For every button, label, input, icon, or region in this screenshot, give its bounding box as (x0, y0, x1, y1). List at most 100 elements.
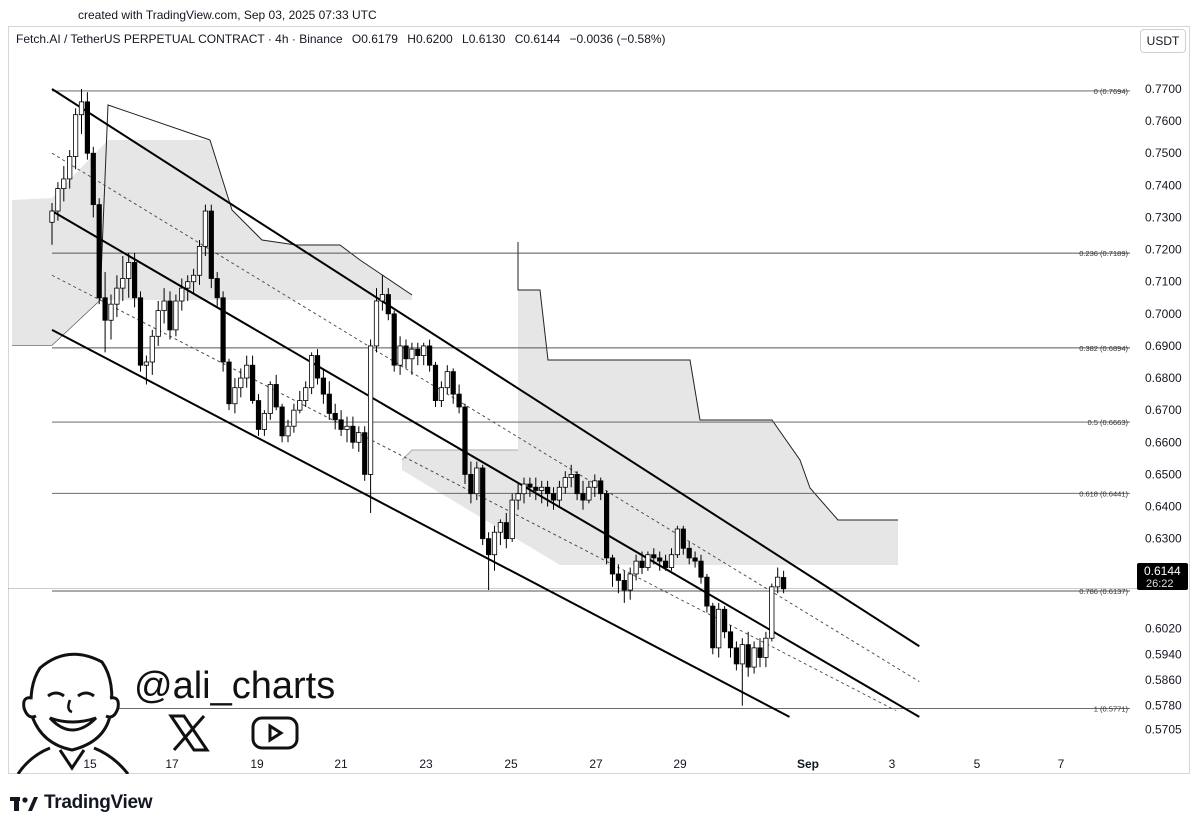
x-tick-label: 23 (419, 757, 433, 771)
candle (727, 625, 734, 658)
candle-body (332, 412, 338, 421)
candle (214, 272, 220, 308)
candle-body (421, 345, 427, 356)
candle-body (763, 637, 769, 658)
candle-body (733, 647, 740, 665)
candle (633, 554, 639, 581)
candle (645, 551, 651, 571)
chart-frame (8, 26, 1190, 774)
candle (196, 239, 203, 285)
fibonacci-levels: 0 (0.7694) 0.236 (0.7189) 0.382 (0.6894) 0.… (8, 87, 1137, 714)
candle-body (131, 262, 138, 299)
candle (120, 256, 126, 301)
candles (49, 89, 787, 706)
candle (592, 474, 598, 497)
candle (751, 641, 757, 674)
candle (261, 410, 268, 436)
candle (438, 381, 445, 407)
candle-body (179, 287, 185, 302)
candle-body (344, 425, 350, 430)
y-tick-label: 0.6700 (1145, 403, 1182, 417)
candle (297, 390, 303, 414)
candle (503, 512, 509, 549)
candle-body (202, 210, 208, 247)
candle-body (745, 644, 751, 668)
x-tick-label: 5 (974, 757, 981, 771)
x-logo-icon[interactable] (168, 714, 210, 752)
candle-body (173, 300, 179, 331)
candle-body (568, 474, 574, 479)
candle (763, 631, 769, 668)
candle (397, 336, 403, 375)
created-with-note: created with TradingView.com, Sep 03, 20… (78, 8, 377, 22)
candle (84, 92, 90, 160)
cloud-edge-line-4 (401, 449, 518, 461)
channel-line[interactable] (51, 210, 920, 718)
candle (73, 108, 79, 170)
candle-body (67, 156, 73, 180)
candle (556, 480, 563, 507)
candle (161, 288, 167, 324)
candle (698, 554, 704, 584)
candle-body (397, 345, 403, 366)
candle (244, 355, 250, 388)
candle-body (769, 586, 775, 639)
candle-body (190, 274, 197, 283)
candle (491, 525, 498, 571)
candle-body (267, 384, 273, 414)
candle (480, 464, 486, 546)
fib-level-label: 0.618 (0.6441) (1079, 489, 1128, 498)
candle (67, 150, 73, 189)
axes: 0.7700 0.7600 0.7500 0.7400 0.7300 0.7200 0.71… (83, 82, 1182, 771)
candle (137, 291, 144, 372)
candle (338, 410, 344, 436)
candle (255, 394, 262, 436)
candle-body (781, 577, 787, 590)
candle (314, 349, 321, 385)
tradingview-logo[interactable]: TradingView (10, 792, 153, 814)
candle-body (556, 486, 563, 501)
candle (391, 310, 397, 372)
candle-body (338, 419, 344, 430)
channel-line[interactable] (51, 88, 920, 648)
candle (226, 358, 232, 411)
candle-body (633, 560, 639, 575)
symbol-header[interactable]: Fetch.AI / TetherUS PERPETUAL CONTRACT ·… (16, 32, 672, 46)
candle-body (550, 493, 557, 501)
candle (609, 554, 616, 587)
candle (686, 541, 692, 565)
fib-level-label: 1 (0.5771) (1094, 705, 1129, 714)
candle-body (367, 345, 374, 475)
candle (350, 416, 356, 449)
candle (90, 146, 96, 218)
x-tick-label: 29 (673, 757, 687, 771)
x-tick-label: 15 (83, 757, 97, 771)
candle (232, 378, 238, 414)
candle (279, 403, 285, 443)
candle (308, 352, 315, 395)
candle (61, 166, 67, 202)
candle-body (621, 580, 627, 591)
candle-body (574, 474, 580, 495)
candle (521, 477, 527, 504)
ohlc-change: −0.0036 (−0.58%) (569, 32, 666, 46)
cloud-band-right (402, 290, 898, 565)
candle-body (533, 486, 539, 491)
channel-line[interactable] (51, 328, 790, 718)
channel-dashed-line[interactable] (51, 152, 920, 682)
y-tick-label: 0.5780 (1145, 699, 1182, 713)
candle-body (680, 528, 686, 549)
candle (509, 493, 515, 542)
candle-body (663, 560, 669, 568)
candle (249, 355, 256, 404)
youtube-icon[interactable] (250, 714, 300, 752)
candle (739, 638, 745, 706)
candle-body (373, 300, 380, 347)
channel-dashed-line[interactable] (51, 274, 896, 711)
candle (769, 583, 775, 642)
y-tick-label: 0.6500 (1145, 467, 1182, 481)
candle (432, 362, 439, 407)
candle-body (645, 554, 651, 568)
currency-button[interactable]: USDT (1140, 29, 1186, 53)
